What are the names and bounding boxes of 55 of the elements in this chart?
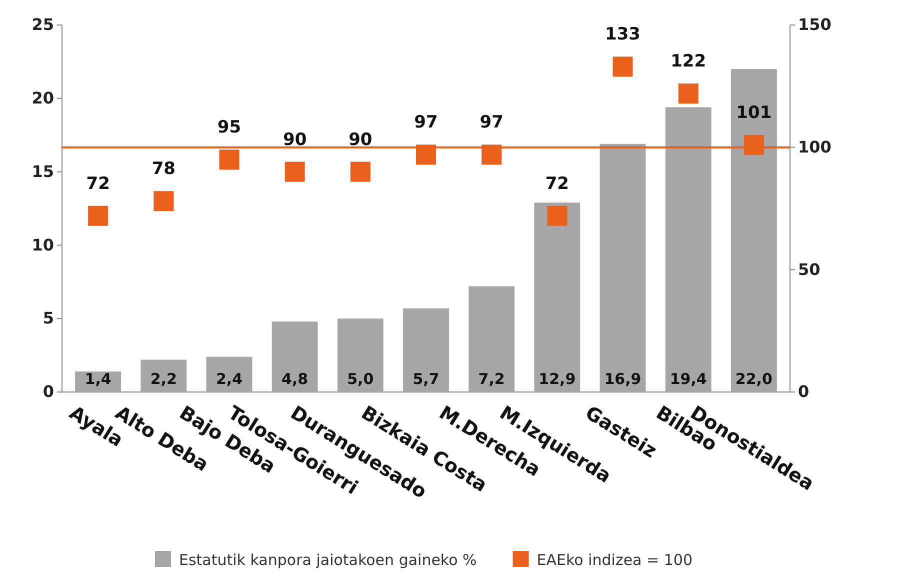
point — [547, 206, 568, 226]
data-label: 101 — [736, 102, 772, 123]
bar — [206, 356, 252, 392]
bar — [272, 322, 318, 392]
point — [482, 144, 502, 165]
bar — [534, 202, 580, 392]
y-tick-label: 15 — [32, 162, 54, 181]
data-label: 95 — [217, 118, 242, 138]
point — [284, 162, 305, 182]
data-label: 2,4 — [216, 370, 243, 388]
data-label: 16,9 — [604, 370, 642, 388]
bar — [337, 318, 384, 392]
legend-label: EAEko indizea = 100 — [536, 551, 692, 569]
point — [678, 84, 698, 104]
bar — [468, 286, 515, 392]
y2-tick-label: 0 — [798, 382, 810, 402]
data-label: 5,7 — [412, 370, 440, 388]
y-tick-label: 0 — [42, 382, 54, 402]
point — [88, 206, 108, 226]
point — [416, 144, 436, 165]
data-label: 4,8 — [282, 370, 308, 388]
data-label: 72 — [545, 174, 570, 194]
point — [154, 191, 174, 212]
bar — [140, 360, 187, 392]
data-label: 7,2 — [478, 370, 505, 388]
y-tick-label: 10 — [32, 235, 54, 254]
y-tick-label: 5 — [42, 308, 54, 328]
data-label: 133 — [605, 24, 641, 45]
data-label: 5,0 — [347, 370, 374, 388]
bar — [403, 308, 449, 392]
y2-tick-label: 100 — [798, 137, 832, 156]
bar — [730, 69, 777, 392]
data-label: 19,4 — [670, 370, 707, 388]
legend-label: Estatutik kanpora jaiotakoen gaineko % — [179, 551, 477, 569]
point — [350, 162, 370, 182]
bar — [665, 107, 712, 392]
data-label: 122 — [670, 52, 706, 72]
data-label: 90 — [282, 130, 307, 150]
data-label: 1,4 — [84, 370, 112, 388]
data-label: 78 — [152, 159, 176, 180]
bar — [600, 144, 646, 392]
point — [744, 134, 764, 155]
data-label: 97 — [414, 112, 438, 133]
point — [219, 150, 240, 170]
y2-tick-label: 150 — [798, 15, 832, 34]
data-label: 12,9 — [538, 370, 576, 388]
y-tick-label: 25 — [32, 15, 54, 34]
data-label: 97 — [480, 112, 504, 133]
data-label: 2,2 — [150, 370, 177, 388]
data-label: 22,0 — [735, 370, 772, 388]
point — [612, 56, 633, 77]
y2-tick-label: 50 — [798, 260, 820, 279]
data-label: 90 — [348, 130, 372, 150]
y-tick-label: 20 — [32, 88, 54, 108]
data-label: 72 — [86, 174, 110, 194]
